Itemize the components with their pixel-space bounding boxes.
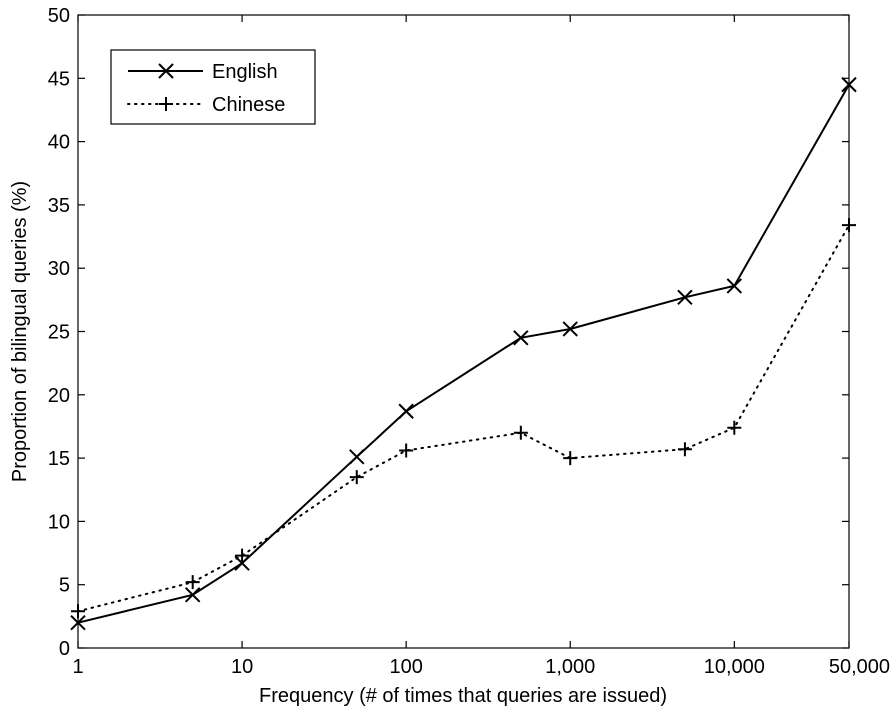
data-point-chinese xyxy=(563,451,578,466)
data-point-chinese xyxy=(185,575,200,590)
data-point-chinese xyxy=(677,442,692,457)
y-tick-label: 35 xyxy=(48,195,70,217)
data-point-english xyxy=(677,289,693,306)
data-point-chinese xyxy=(235,548,250,563)
x-tick-label: 50,000 xyxy=(829,656,890,678)
data-point-chinese xyxy=(727,420,742,435)
y-tick-label: 30 xyxy=(48,258,70,280)
legend-marker-english xyxy=(158,63,174,79)
data-point-english xyxy=(726,278,743,294)
data-point-english xyxy=(562,321,578,337)
data-point-english xyxy=(513,330,529,346)
y-tick-label: 25 xyxy=(48,322,70,344)
legend-label-english: English xyxy=(212,61,278,83)
data-point-chinese xyxy=(513,425,528,440)
data-point-chinese xyxy=(349,470,364,485)
x-axis-label: Frequency (# of times that queries are i… xyxy=(259,685,667,707)
y-tick-label: 0 xyxy=(59,638,70,660)
x-tick-label: 10,000 xyxy=(704,656,765,678)
data-point-english xyxy=(184,587,201,603)
y-tick-label: 10 xyxy=(48,511,70,533)
x-tick-label: 100 xyxy=(389,656,422,678)
data-point-chinese xyxy=(399,443,414,458)
legend-marker-chinese xyxy=(159,97,173,111)
x-tick-label: 1 xyxy=(72,656,83,678)
y-tick-label: 5 xyxy=(59,575,70,597)
y-tick-label: 15 xyxy=(48,448,70,470)
data-point-english xyxy=(349,449,365,465)
series-line-english xyxy=(77,84,850,624)
legend-label-chinese: Chinese xyxy=(212,94,285,116)
y-axis-label: Proportion of bilingual queries (%) xyxy=(9,181,31,482)
y-tick-label: 20 xyxy=(48,385,70,407)
y-tick-label: 45 xyxy=(48,68,70,90)
y-tick-label: 40 xyxy=(48,132,70,154)
x-tick-label: 10 xyxy=(231,656,253,678)
data-point-english xyxy=(398,403,414,419)
x-tick-label: 1,000 xyxy=(545,656,595,678)
legend-box xyxy=(110,49,316,125)
series-line-chinese xyxy=(77,224,850,613)
y-tick-label: 50 xyxy=(48,5,70,27)
